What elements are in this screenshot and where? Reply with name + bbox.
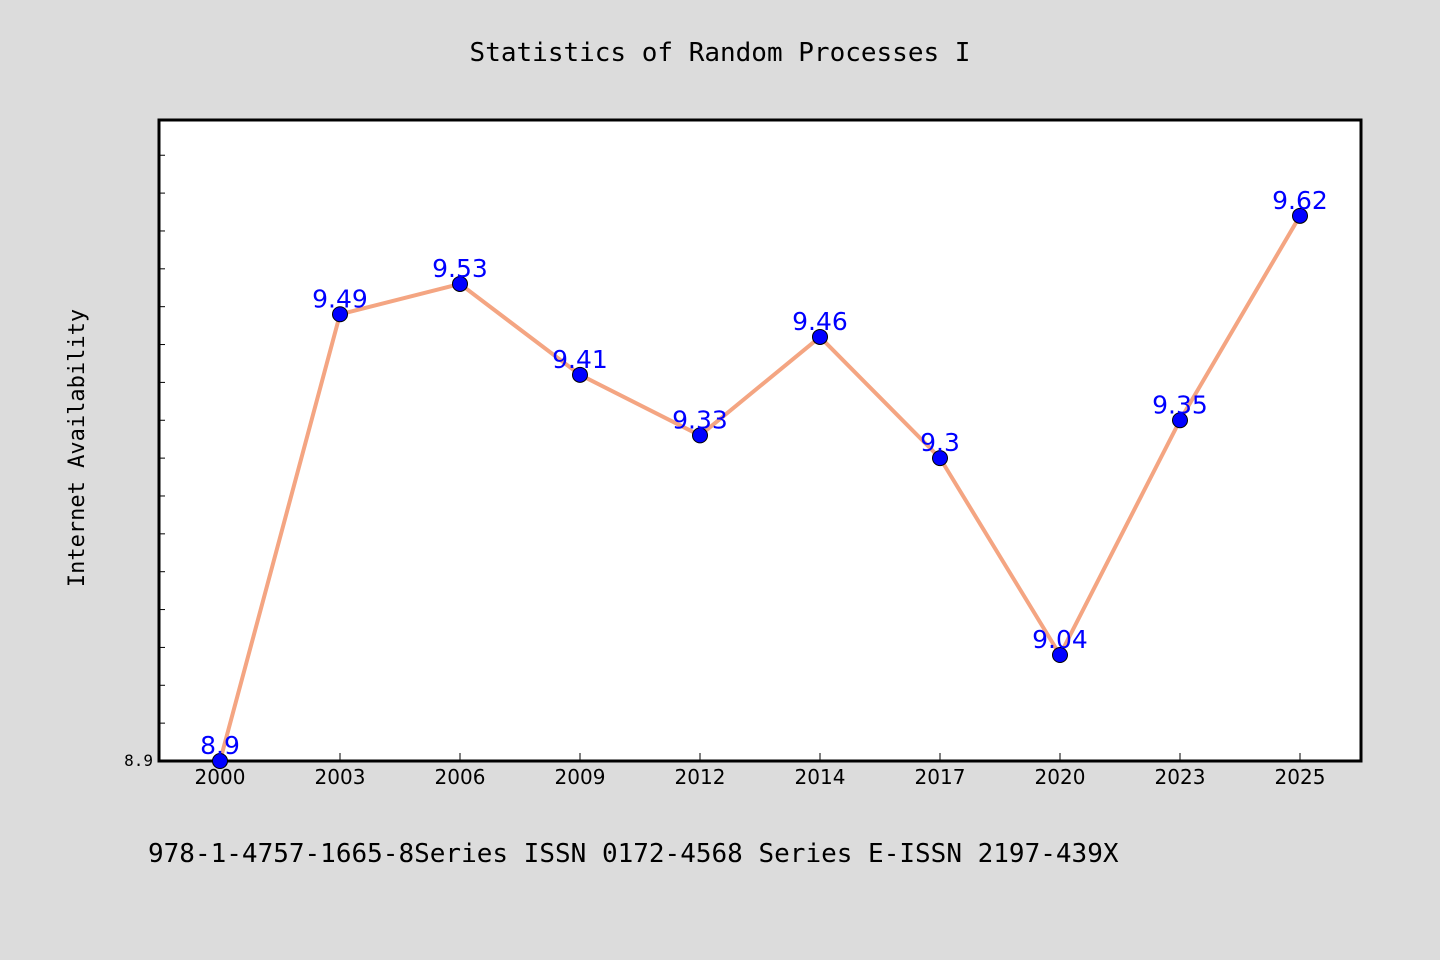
y-axis-ticks: 8.9 <box>124 751 169 770</box>
series-line <box>218 214 1302 762</box>
data-point-2025 <box>1292 207 1308 224</box>
data-point-2023 <box>1172 412 1188 429</box>
x-tick-label: 2003 <box>315 765 366 789</box>
chart-title: Statistics of Random Processes I <box>470 38 971 68</box>
data-label-2023: 9.35 <box>1152 390 1208 419</box>
data-label-2014: 9.46 <box>792 307 848 336</box>
data-labels-group: 8.9 9.49 9.53 9.41 9.33 9.46 9.3 9.04 9.35 9.62 <box>200 186 1328 760</box>
data-label-2017: 9.3 <box>920 428 960 457</box>
x-tick-label: 2017 <box>915 765 966 789</box>
data-label-2020: 9.04 <box>1032 625 1088 654</box>
x-tick-label: 2025 <box>1275 765 1326 789</box>
x-tick-label: 2023 <box>1155 765 1206 789</box>
y-minor-ticks <box>159 154 165 724</box>
data-label-2006: 9.53 <box>432 254 488 283</box>
data-label-2000: 8.9 <box>200 731 240 760</box>
data-label-2012: 9.33 <box>672 405 728 434</box>
data-point-2000 <box>212 753 228 769</box>
plot-area <box>157 118 1363 763</box>
x-tick-label: 2009 <box>555 765 606 789</box>
data-label-2003: 9.49 <box>312 284 368 313</box>
data-point-2003 <box>332 306 348 323</box>
x-tick-label: 2014 <box>795 765 846 789</box>
data-label-2009: 9.41 <box>552 345 608 374</box>
data-point-2009 <box>572 366 588 383</box>
x-tick-label: 2020 <box>1035 765 1086 789</box>
x-tick-label: 2012 <box>675 765 726 789</box>
x-tick-label: 2006 <box>435 765 486 789</box>
data-point-2017 <box>932 450 948 467</box>
footnote: 978-1-4757-1665-8Series ISSN 0172-4568 S… <box>148 839 1119 869</box>
series-markers-group <box>212 207 1308 769</box>
y-axis-label: Internet Availability <box>65 309 90 587</box>
data-point-2020 <box>1052 646 1068 663</box>
y-tick-label: 8.9 <box>124 751 153 770</box>
data-point-2006 <box>452 275 468 292</box>
data-point-2012 <box>692 427 708 444</box>
x-axis-ticks: 2000 2003 2006 2009 2012 2014 2017 2020 2023 2025 <box>195 753 1326 789</box>
data-point-2014 <box>812 328 828 345</box>
data-label-2025: 9.62 <box>1272 186 1328 215</box>
series-line-group <box>218 214 1302 762</box>
